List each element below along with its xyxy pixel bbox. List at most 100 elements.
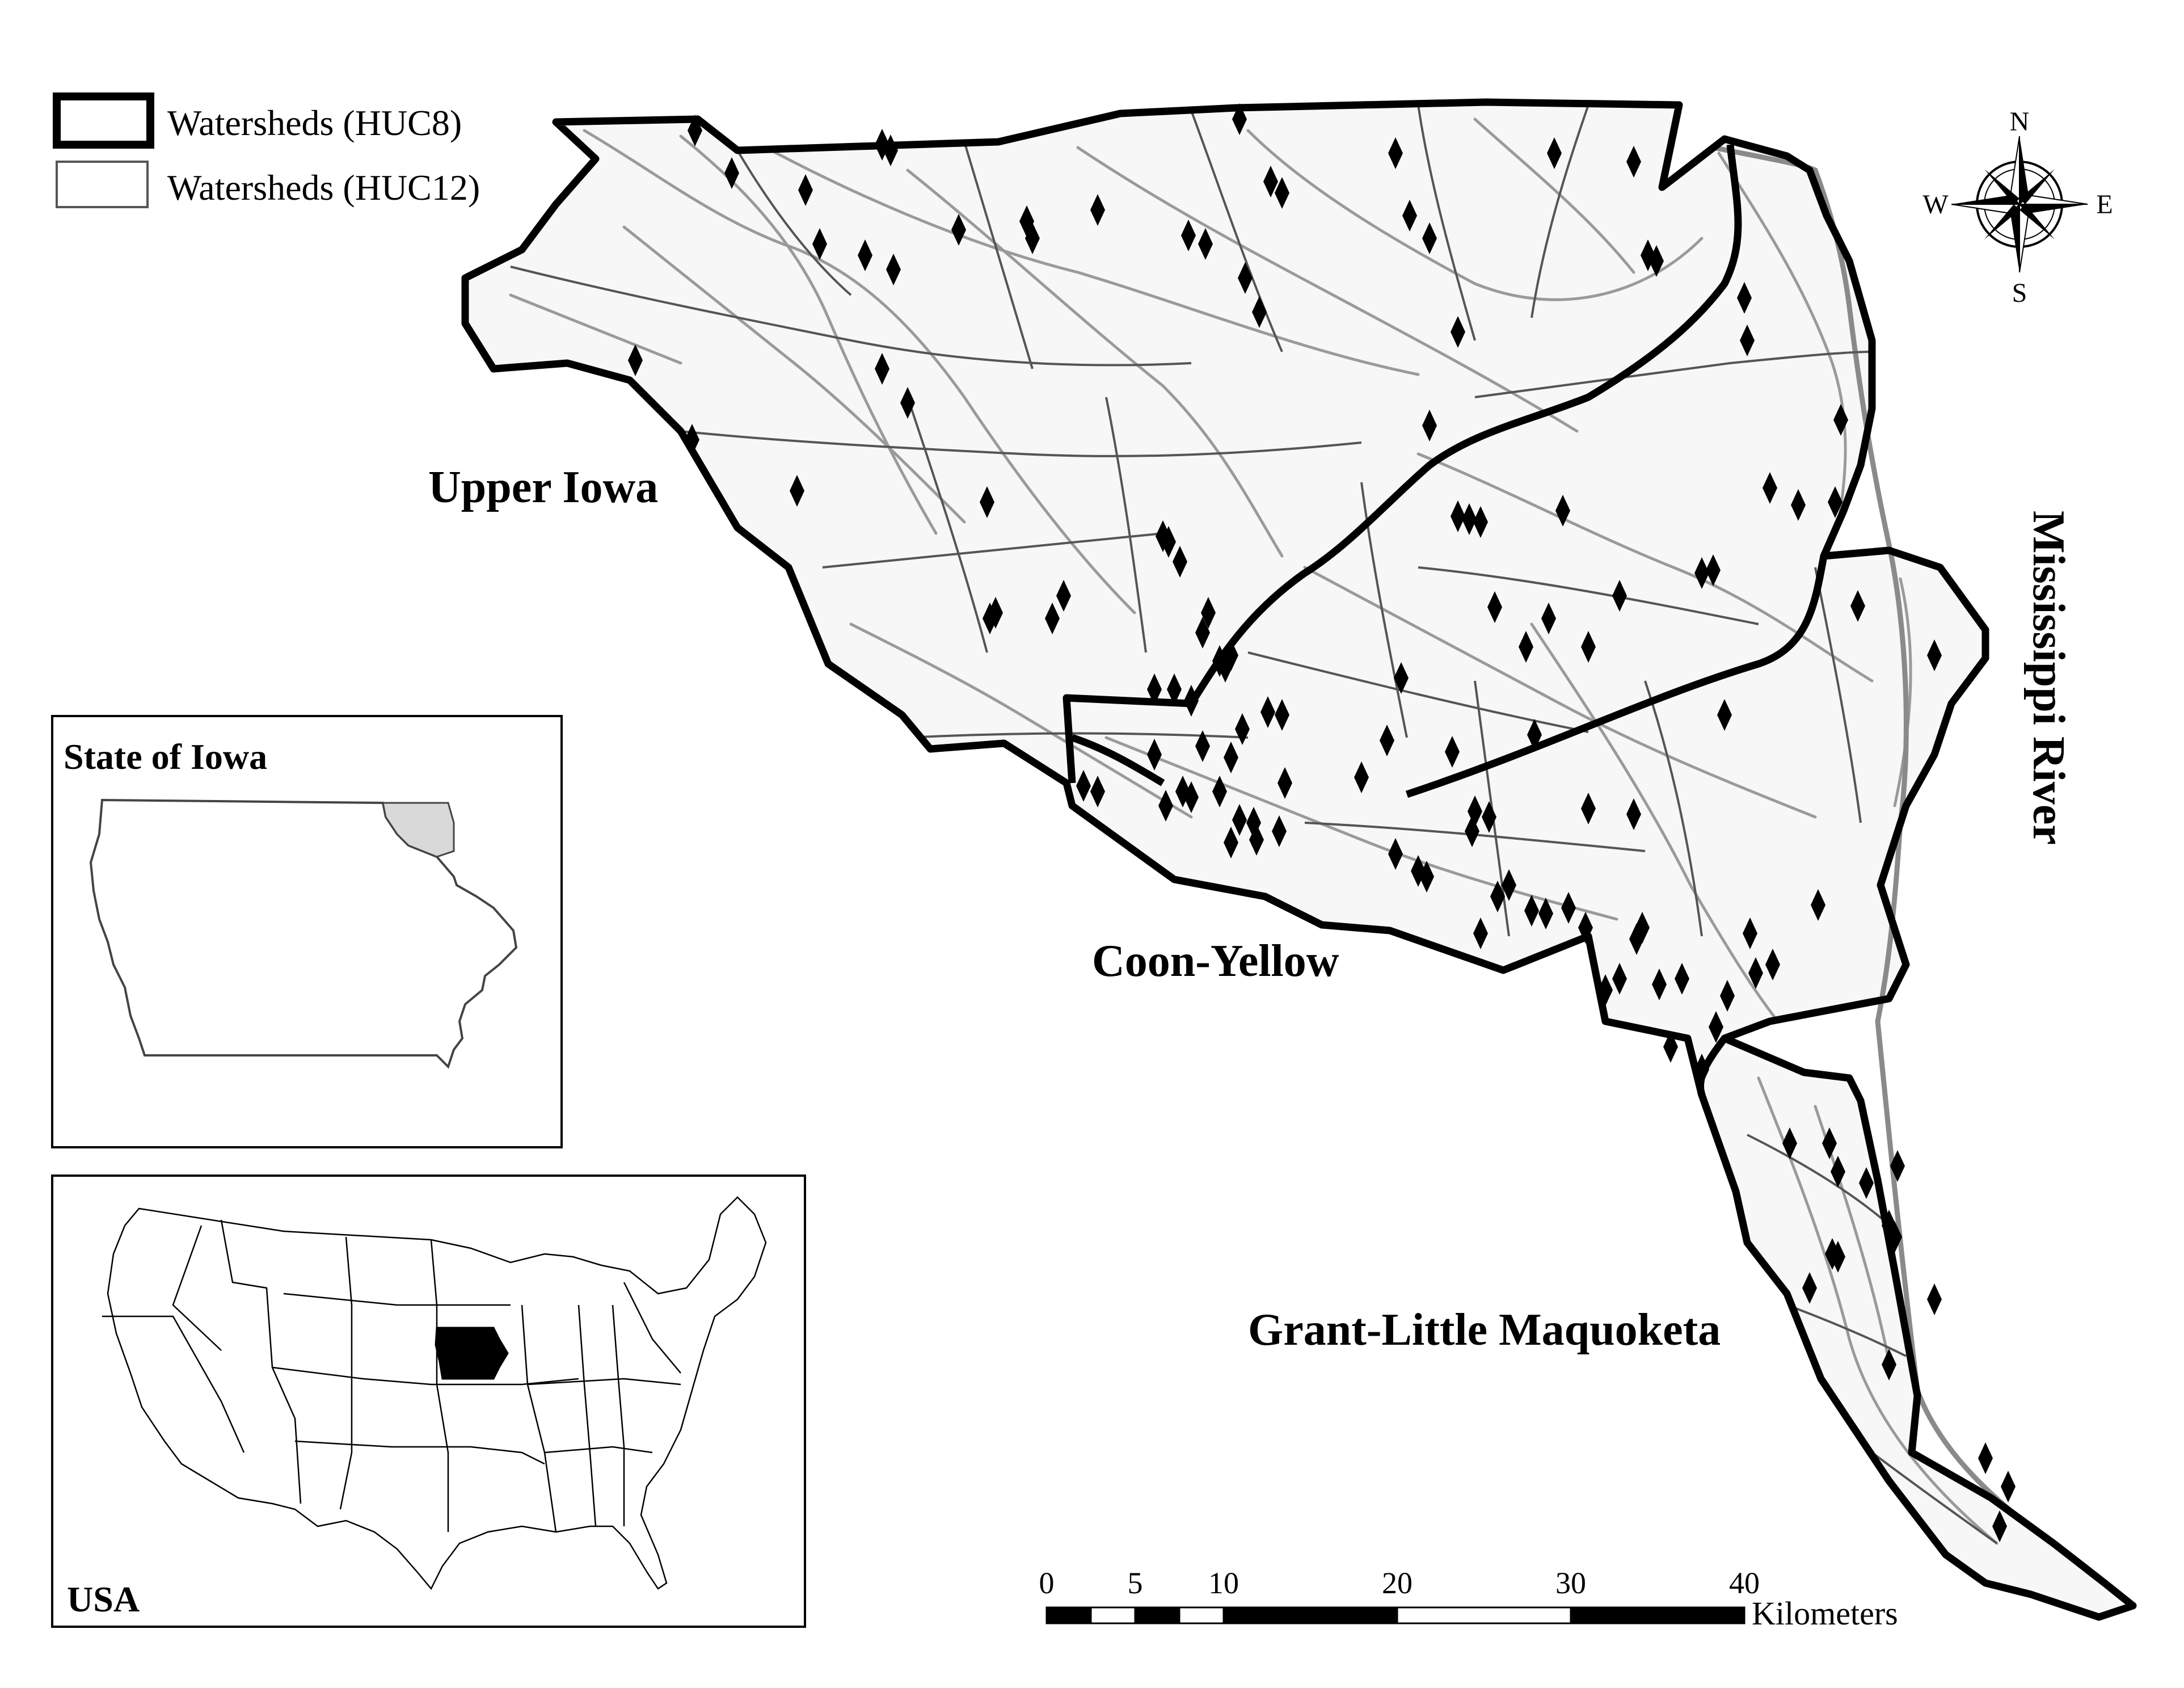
diamond-icon: [1224, 742, 1238, 773]
diamond-icon: [1147, 739, 1162, 771]
diamond-icon: [1882, 1349, 1896, 1380]
scale-tick-5: 5: [1128, 1566, 1143, 1600]
iowa-study-area: [382, 802, 455, 858]
diamond-icon: [1763, 472, 1777, 504]
diamond-icon: [1354, 761, 1369, 793]
diamond-icon: [1445, 736, 1460, 768]
diamond-icon: [1482, 801, 1496, 833]
diamond-icon: [1394, 662, 1409, 694]
scale-seg-3: [1134, 1606, 1180, 1624]
compass-e: E: [2096, 190, 2113, 220]
diamond-icon: [886, 254, 901, 285]
compass-w: W: [1922, 190, 1949, 220]
diamond-icon: [1927, 1283, 1942, 1315]
diamond-icon: [1717, 699, 1732, 731]
scale-seg-6: [1396, 1606, 1572, 1624]
diamond-icon: [1158, 790, 1173, 822]
diamond-icon: [1147, 673, 1162, 705]
diamond-icon: [875, 353, 889, 385]
diamond-icon: [1561, 892, 1576, 924]
diamond-icon: [1422, 410, 1437, 441]
legend-huc12-swatch: [56, 161, 149, 208]
region-label-upper-iowa: Upper Iowa: [428, 462, 658, 512]
iowa-outline: [89, 798, 518, 1069]
diamond-icon: [980, 486, 994, 518]
diamond-icon: [1782, 1127, 1797, 1159]
diamond-icon: [1473, 506, 1488, 538]
diamond-icon: [1462, 503, 1477, 535]
site-markers: [628, 103, 2016, 1542]
diamond-icon: [1581, 793, 1596, 824]
scale-tick-20: 20: [1382, 1566, 1413, 1600]
stream-network: [509, 117, 1999, 1545]
diamond-icon: [1547, 137, 1562, 169]
diamond-icon: [1992, 1510, 2007, 1542]
scale-seg-5: [1222, 1606, 1398, 1624]
diamond-icon: [1859, 1167, 1874, 1199]
scale-tick-40: 40: [1729, 1566, 1760, 1600]
huc12-boundaries: [510, 104, 1998, 1544]
diamond-icon: [1161, 526, 1176, 558]
diamond-icon: [1663, 1031, 1678, 1063]
scale-bar: 0 5 10 20 30 40 Kilometers: [1039, 1566, 1898, 1632]
region-label-coon-yellow: Coon-Yellow: [1092, 936, 1339, 986]
diamond-icon: [1887, 1221, 1902, 1253]
diamond-icon: [1195, 617, 1210, 649]
diamond-icon: [1706, 554, 1721, 586]
diamond-icon: [988, 597, 1003, 629]
diamond-icon: [883, 134, 898, 166]
diamond-icon: [1045, 603, 1060, 634]
diamond-icon: [1629, 923, 1644, 955]
diamond-icon: [1198, 228, 1213, 260]
diamond-icon: [1612, 580, 1627, 612]
diamond-icon: [1709, 1011, 1723, 1043]
diamond-icon: [1612, 963, 1627, 995]
diamond-icon: [1473, 917, 1488, 949]
diamond-icon: [1890, 1150, 1905, 1182]
scale-tick-30: 30: [1555, 1566, 1586, 1600]
diamond-icon: [1025, 222, 1040, 254]
inset-usa-title: USA: [67, 1579, 140, 1619]
diamond-icon: [1487, 591, 1502, 623]
inset-iowa: State of Iowa: [51, 715, 563, 1148]
diamond-icon: [1740, 325, 1755, 356]
diamond-icon: [1694, 557, 1709, 589]
diamond-icon: [1260, 696, 1275, 728]
diamond-icon: [1743, 917, 1757, 949]
diamond-icon: [1184, 685, 1199, 717]
diamond-icon: [1277, 767, 1292, 799]
diamond-icon: [1465, 815, 1479, 847]
diamond-icon: [1598, 974, 1613, 1006]
legend: Watersheds (HUC8) Watersheds (HUC12): [53, 92, 480, 208]
diamond-icon: [1275, 699, 1289, 731]
diamond-icon: [1581, 631, 1596, 663]
diamond-icon: [1402, 200, 1417, 231]
diamond-icon: [1272, 815, 1287, 847]
diamond-icon: [1451, 316, 1465, 348]
scale-seg-1: [1045, 1606, 1092, 1624]
diamond-icon: [1201, 597, 1216, 629]
diamond-icon: [724, 157, 739, 189]
diamond-icon: [1694, 1054, 1709, 1085]
compass-rose-icon: N S E W: [1922, 107, 2113, 308]
diamond-icon: [1422, 222, 1437, 254]
diamond-icon: [1850, 590, 1865, 622]
diamond-icon: [1527, 719, 1542, 751]
legend-huc8-label: Watersheds (HUC8): [167, 103, 462, 143]
region-label-grant-little-maquoketa: Grant-Little Maquoketa: [1248, 1305, 1721, 1355]
diamond-icon: [1720, 980, 1735, 1012]
diamond-icon: [1626, 798, 1641, 830]
diamond-icon: [1538, 898, 1553, 929]
diamond-icon: [1524, 895, 1539, 927]
diamond-icon: [1802, 1272, 1817, 1304]
diamond-icon: [1626, 146, 1641, 178]
diamond-icon: [1555, 495, 1570, 527]
diamond-icon: [1737, 282, 1752, 314]
diamond-icon: [1056, 580, 1071, 612]
study-area: [461, 98, 2137, 1621]
diamond-icon: [1238, 262, 1253, 294]
diamond-icon: [628, 344, 643, 376]
diamond-icon: [1451, 500, 1465, 532]
diamond-icon: [1828, 486, 1843, 518]
